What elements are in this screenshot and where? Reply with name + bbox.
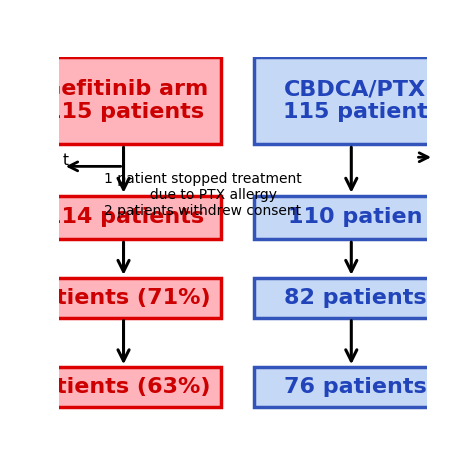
FancyBboxPatch shape xyxy=(30,196,221,239)
Text: atients (71%): atients (71%) xyxy=(41,288,210,308)
FancyBboxPatch shape xyxy=(254,367,456,407)
FancyBboxPatch shape xyxy=(30,278,221,318)
Text: atients (63%): atients (63%) xyxy=(41,377,210,397)
FancyBboxPatch shape xyxy=(30,57,221,145)
FancyBboxPatch shape xyxy=(254,57,456,145)
Text: 1 patient stopped treatment
     due to PTX allergy
2 patients withdrew consent: 1 patient stopped treatment due to PTX a… xyxy=(104,172,301,218)
Text: 82 patients: 82 patients xyxy=(283,288,426,308)
Text: CBDCA/PTX
115 patient: CBDCA/PTX 115 patient xyxy=(283,79,428,122)
Text: 76 patients: 76 patients xyxy=(283,377,426,397)
Text: 110 patien: 110 patien xyxy=(288,208,422,228)
Text: t: t xyxy=(63,154,69,168)
FancyBboxPatch shape xyxy=(30,367,221,407)
FancyBboxPatch shape xyxy=(254,196,456,239)
FancyBboxPatch shape xyxy=(254,278,456,318)
Text: 114 patients: 114 patients xyxy=(46,208,204,228)
Text: Gefitinib arm
115 patients: Gefitinib arm 115 patients xyxy=(43,79,208,122)
